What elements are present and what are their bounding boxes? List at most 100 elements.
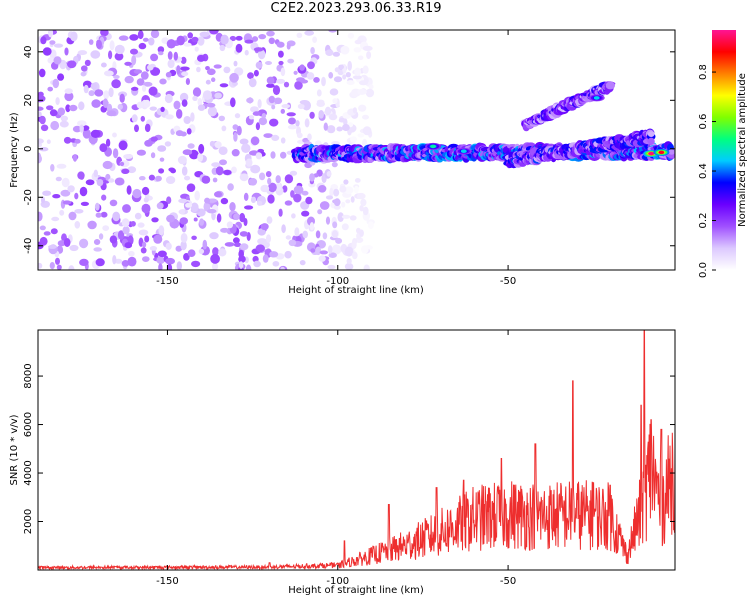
heatmap-cell (244, 205, 254, 210)
heatmap-cell (362, 65, 369, 74)
heatmap-cell (79, 238, 89, 249)
heatmap-cell (647, 131, 655, 138)
heatmap-cell (235, 35, 243, 41)
heatmap-cell (306, 72, 315, 80)
heatmap-cell (272, 85, 281, 96)
snr-series-line (38, 330, 675, 570)
heatmap-cell (117, 103, 124, 110)
heatmap-cell (124, 242, 133, 249)
heatmap-cell (190, 202, 199, 213)
heatmap-cell (234, 113, 241, 119)
heatmap-cell (99, 143, 108, 153)
heatmap-cell (142, 256, 150, 262)
heatmap-cell (282, 185, 288, 193)
heatmap-cell (328, 252, 337, 258)
heatmap-cell (180, 240, 187, 251)
heatmap-cell (250, 136, 260, 146)
spectrogram-ylabel: Frequency (Hz) (9, 112, 20, 188)
heatmap-cell (176, 261, 182, 270)
heatmap-cell (160, 106, 165, 112)
heatmap-cell (112, 148, 119, 159)
heatmap-cell (367, 221, 374, 229)
heatmap-cell (285, 235, 292, 240)
heatmap-cell (38, 106, 44, 111)
heatmap-cell (59, 120, 69, 128)
heatmap-cell (180, 56, 187, 64)
band-layer (291, 81, 675, 169)
heatmap-cell (127, 166, 137, 174)
heatmap-cell (206, 102, 216, 108)
heatmap-cell (339, 185, 347, 193)
heatmap-cell (50, 164, 55, 172)
heatmap-cell (325, 49, 334, 56)
heatmap-cell (79, 258, 89, 266)
heatmap-cell (143, 197, 149, 203)
heatmap-cell (103, 90, 110, 100)
heatmap-cell (60, 189, 71, 197)
heatmap-cell (345, 199, 351, 204)
heatmap-cell (233, 237, 240, 244)
y-tick-label: 4000 (23, 460, 34, 485)
x-tick-label: -100 (326, 276, 349, 287)
heatmap-cell (77, 50, 88, 56)
snr-ylabel: SNR (10 * v/v) (9, 414, 20, 485)
heatmap-cell (243, 192, 249, 201)
heatmap-cell (278, 208, 283, 217)
heatmap-cell (593, 96, 600, 100)
heatmap-cell (183, 42, 192, 47)
heatmap-cell (296, 132, 303, 139)
heatmap-cell (223, 169, 232, 176)
snr-background (38, 330, 675, 570)
heatmap-cell (57, 73, 65, 81)
heatmap-cell (233, 132, 238, 142)
heatmap-cell (341, 223, 349, 231)
heatmap-cell (258, 34, 267, 40)
heatmap-cell (233, 213, 240, 221)
heatmap-cell (227, 183, 234, 191)
heatmap-cell (333, 204, 341, 210)
heatmap-cell (196, 66, 201, 73)
heatmap-cell (250, 196, 257, 203)
heatmap-cell (148, 37, 155, 46)
heatmap-cell (224, 242, 235, 247)
heatmap-cell (144, 235, 150, 243)
heatmap-cell (119, 161, 125, 167)
x-tick-label: -50 (500, 276, 516, 287)
heatmap-cell (343, 118, 348, 126)
heatmap-cell (137, 30, 144, 40)
heatmap-cell (326, 171, 332, 177)
heatmap-cell (57, 107, 66, 116)
heatmap-cell (38, 68, 46, 78)
heatmap-cell (133, 69, 143, 74)
heatmap-cell (232, 124, 239, 130)
heatmap-cell (290, 190, 295, 198)
heatmap-cell (122, 226, 130, 235)
heatmap-cell (210, 253, 221, 264)
heatmap-cell (301, 190, 309, 196)
heatmap-cell (235, 43, 243, 53)
heatmap-cell (305, 196, 313, 205)
heatmap-cell (40, 124, 49, 132)
heatmap-cell (55, 257, 60, 265)
heatmap-cell (150, 136, 158, 142)
heatmap-cell (130, 221, 136, 227)
heatmap-cell (220, 34, 229, 45)
heatmap-cell (350, 136, 357, 143)
heatmap-cell (149, 246, 158, 251)
heatmap-cell (255, 244, 265, 253)
heatmap-cell (199, 31, 210, 37)
heatmap-cell (286, 43, 291, 50)
heatmap-cell (192, 87, 202, 97)
heatmap-cell (112, 255, 117, 265)
heatmap-cell (307, 133, 312, 141)
heatmap-cell (344, 262, 354, 270)
heatmap-cell (253, 47, 264, 52)
heatmap-cell (78, 101, 85, 111)
heatmap-cell (149, 106, 157, 111)
heatmap-cell (352, 107, 357, 114)
x-tick-label: -150 (156, 276, 179, 287)
heatmap-cell (164, 141, 172, 147)
heatmap-cell (231, 149, 240, 157)
heatmap-cell (94, 89, 104, 97)
heatmap-cell (55, 97, 60, 106)
